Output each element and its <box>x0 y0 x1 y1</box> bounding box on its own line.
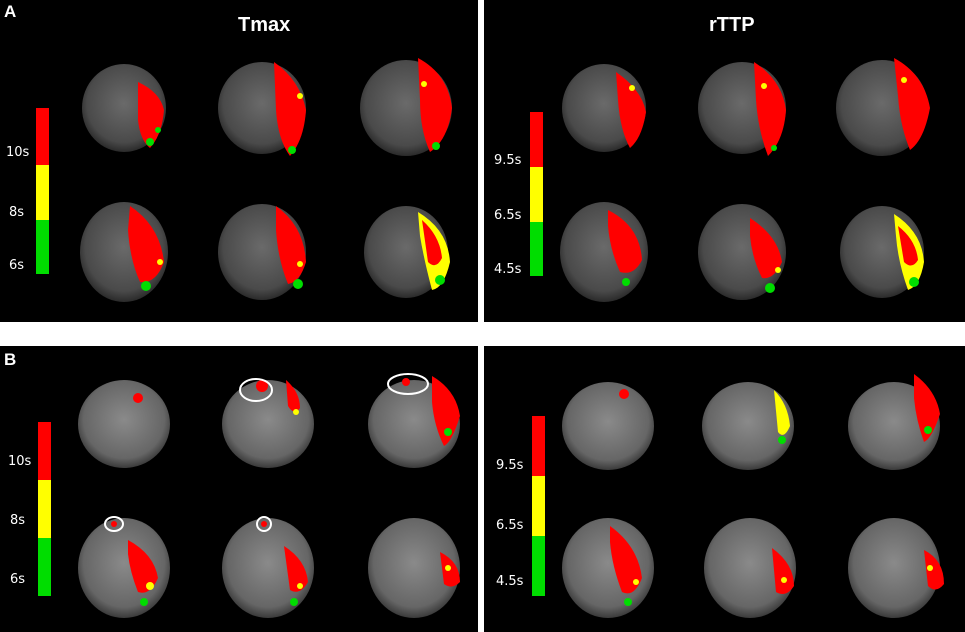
panel-a-rttp: rTTP 9.5s 6.5s 4.5s <box>484 0 965 322</box>
brain-slice <box>848 518 944 618</box>
brain-slice <box>218 62 306 156</box>
brain-slice <box>364 206 450 298</box>
panel-a-tmax: A Tmax 10s 8s 6s <box>0 0 478 322</box>
brain-slice <box>702 382 794 470</box>
color-scale-a-left <box>36 108 49 274</box>
brain-slice <box>222 378 314 468</box>
scale-tick-label: 6.5s <box>494 208 522 223</box>
scale-tick-label: 10s <box>6 145 30 160</box>
panel-b-tmax: B 10s 8s 6s <box>0 346 478 632</box>
color-scale-b-right <box>532 416 545 596</box>
brain-slices-a-left <box>80 58 452 302</box>
brain-slice <box>360 58 452 156</box>
scale-tick-label: 6.5s <box>496 518 524 533</box>
panel-b-rttp: 9.5s 6.5s 4.5s <box>484 346 965 632</box>
color-scale-b-left <box>38 422 51 596</box>
scale-tick-label: 9.5s <box>494 153 522 168</box>
annotation-ellipse <box>104 516 124 532</box>
scale-tick-label: 10s <box>8 454 32 469</box>
brain-slice <box>704 518 796 618</box>
brain-slice <box>368 373 460 468</box>
brain-slice <box>80 202 168 302</box>
brain-slice <box>698 62 786 156</box>
brain-slice <box>698 204 786 300</box>
brain-slice <box>836 58 930 156</box>
brain-slices-b-left <box>78 373 460 618</box>
brain-slice <box>218 204 306 300</box>
brain-slice <box>82 64 166 152</box>
scale-tick-label: 4.5s <box>496 574 524 589</box>
brain-slice <box>562 518 654 618</box>
panel-a-right-title: rTTP <box>709 14 755 36</box>
scale-tick-label: 6s <box>10 572 26 587</box>
scale-tick-label: 8s <box>9 205 25 220</box>
scale-tick-label: 6s <box>9 258 25 273</box>
annotation-ellipse <box>387 373 429 395</box>
scale-tick-label: 4.5s <box>494 262 522 277</box>
brain-slices-b-right <box>562 374 944 618</box>
annotation-ellipse <box>239 378 273 402</box>
brain-slice <box>222 516 314 618</box>
brain-slice <box>562 64 646 152</box>
brain-slice <box>368 518 460 618</box>
panel-label-b: B <box>4 350 17 369</box>
panel-a-left-title: Tmax <box>238 14 291 36</box>
brain-slices-a-right <box>560 58 930 302</box>
color-scale-a-right <box>530 112 543 276</box>
brain-slice <box>78 380 170 468</box>
panel-label-a: A <box>4 2 17 21</box>
brain-slice <box>840 206 924 298</box>
scale-tick-label: 8s <box>10 513 26 528</box>
annotation-ellipse <box>256 516 272 532</box>
scale-tick-label: 9.5s <box>496 458 524 473</box>
brain-slice <box>560 202 648 302</box>
brain-slice <box>78 516 170 618</box>
brain-slice <box>848 374 940 470</box>
brain-slice <box>562 382 654 470</box>
